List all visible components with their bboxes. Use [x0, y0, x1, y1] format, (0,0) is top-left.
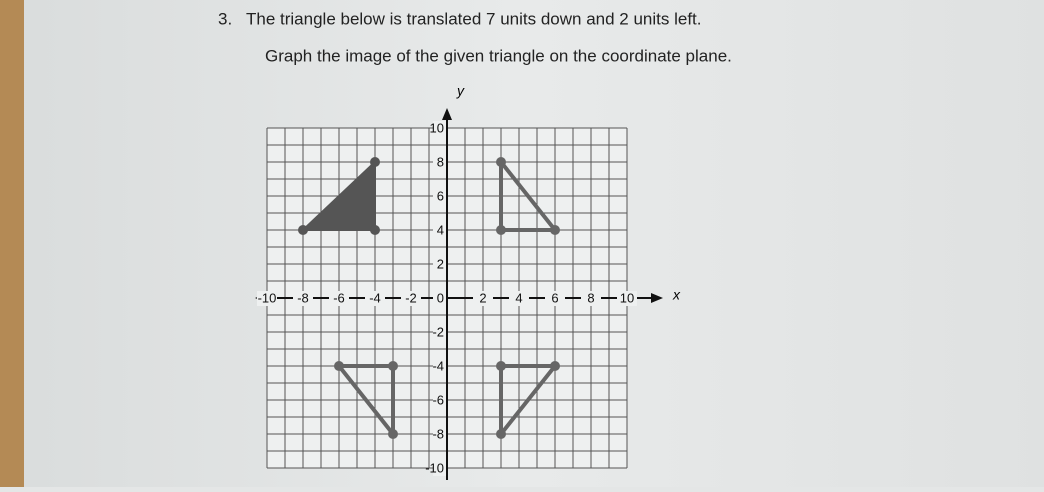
vertex	[334, 361, 344, 371]
problem-text: The triangle below is translated 7 units…	[246, 9, 702, 28]
vertex	[370, 157, 380, 167]
vertex	[388, 361, 398, 371]
problem-number: 3.	[218, 9, 232, 28]
tick-label-bg	[433, 393, 446, 408]
y-tick-label: 0	[437, 290, 444, 305]
y-tick-label: 2	[437, 256, 444, 271]
x-tick-label: 10	[620, 290, 634, 305]
x-tick-label: -4	[369, 290, 381, 305]
tick-label-bg	[257, 291, 277, 306]
y-tick-label: -8	[432, 426, 444, 441]
y-tick-label: -10	[425, 460, 444, 475]
vertex	[496, 429, 506, 439]
x-tick-label: -8	[297, 290, 309, 305]
x-tick-label: -6	[333, 290, 345, 305]
tick-label-bg	[329, 291, 349, 306]
y-axis-label: y	[456, 83, 465, 99]
given-triangle	[302, 161, 376, 231]
tick-label-bg	[433, 223, 446, 238]
tick-label-bg	[365, 291, 385, 306]
sketched-triangle	[499, 364, 557, 436]
y-tick-label: -2	[432, 324, 444, 339]
vertex	[550, 361, 560, 371]
y-tick-label: 10	[430, 120, 444, 135]
vertex	[298, 225, 308, 235]
tick-label-bg	[433, 189, 446, 204]
y-tick-label: 4	[437, 222, 444, 237]
tick-label-bg	[581, 291, 601, 306]
tick-label-bg	[401, 291, 421, 306]
tick-label-bg	[545, 291, 565, 306]
vertex	[550, 225, 560, 235]
tick-label-bg	[433, 427, 446, 442]
y-tick-label: -6	[432, 392, 444, 407]
tick-label-bg	[293, 291, 313, 306]
tick-label-bg	[433, 291, 446, 306]
vertex	[496, 225, 506, 235]
x-tick-label: 2	[479, 290, 486, 305]
instruction: Graph the image of the given triangle on…	[265, 46, 732, 65]
sketched-triangle	[499, 160, 557, 232]
x-tick-label: 6	[551, 290, 558, 305]
x-tick-label: -2	[405, 290, 417, 305]
vertex	[496, 361, 506, 371]
y-arrow	[442, 108, 452, 120]
tick-label-bg	[433, 257, 446, 272]
tick-label-bg	[473, 291, 493, 306]
y-tick-label: 6	[437, 188, 444, 203]
x-axis-label: x	[672, 287, 681, 303]
y-tick-label: -4	[432, 358, 444, 373]
vertex	[370, 225, 380, 235]
x-arrow	[651, 293, 663, 303]
coordinate-plane: x y -10 -8 -6 -4 -2 2 4 6 8 10 10 8 6 4 2 0 -2 -4 -6 -8 -10	[255, 83, 681, 480]
vertex	[496, 157, 506, 167]
x-tick-label: 8	[587, 290, 594, 305]
tick-label-bg	[433, 155, 446, 170]
table-edge	[0, 0, 24, 487]
x-tick-label: -10	[258, 290, 277, 305]
x-tick-label: 4	[515, 290, 522, 305]
tick-label-bg	[433, 325, 446, 340]
vertex	[388, 429, 398, 439]
tick-label-bg	[433, 359, 446, 374]
tick-label-bg	[509, 291, 529, 306]
tick-label-bg	[433, 461, 446, 476]
tick-label-bg	[617, 291, 637, 306]
tick-label-bg	[433, 121, 446, 136]
sketched-triangle	[337, 364, 395, 436]
y-tick-label: 8	[437, 154, 444, 169]
